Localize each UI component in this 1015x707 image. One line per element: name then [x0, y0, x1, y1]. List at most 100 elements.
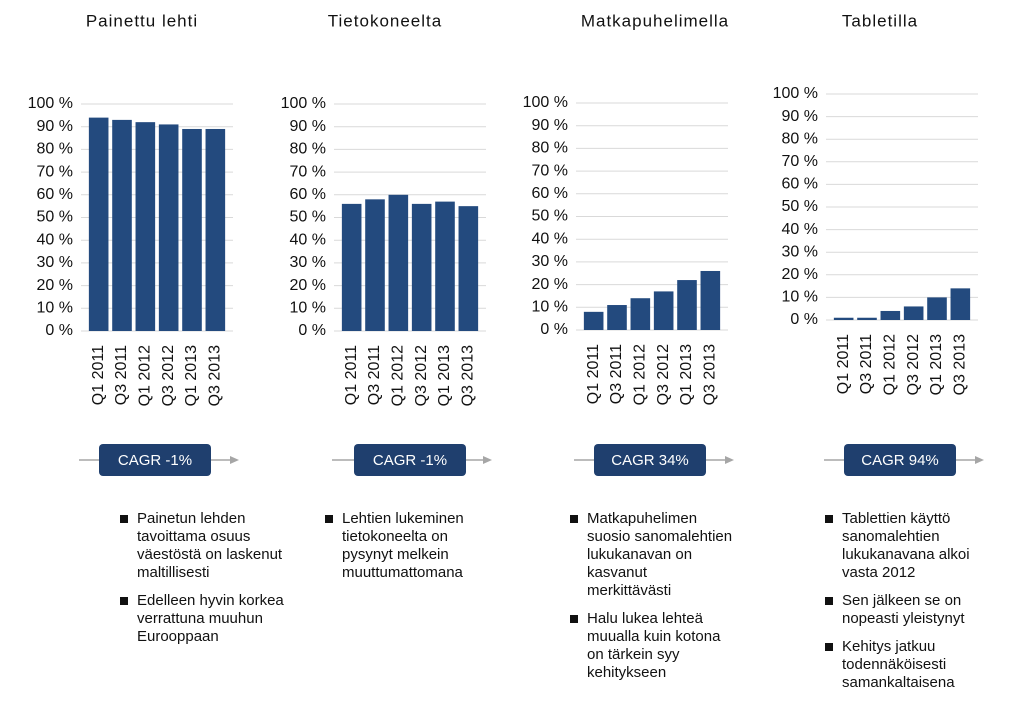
x-tick-label: Q1 2013 — [678, 344, 695, 405]
y-tick-label: 80 % — [782, 130, 818, 147]
bar — [950, 288, 971, 320]
y-tick-label: 40 % — [782, 221, 818, 238]
y-tick-label: 40 % — [37, 231, 73, 248]
x-tick-label: Q3 2013 — [460, 345, 477, 406]
y-tick-label: 90 % — [782, 108, 818, 125]
y-tick-label: 100 % — [523, 94, 568, 111]
y-tick-label: 100 % — [28, 95, 73, 112]
y-tick-label: 90 % — [290, 118, 326, 135]
arrow-head — [725, 456, 734, 464]
arrow-head — [483, 456, 492, 464]
notes: Matkapuhelimen suosio sanomalehtien luku… — [570, 510, 735, 692]
y-tick-label: 70 % — [290, 163, 326, 180]
y-tick-label: 30 % — [290, 254, 326, 271]
x-tick-label: Q1 2013 — [928, 334, 945, 395]
y-tick-label: 50 % — [532, 208, 568, 225]
y-tick-label: 70 % — [532, 162, 568, 179]
bar — [435, 201, 455, 331]
bar — [927, 297, 947, 320]
note: Sen jälkeen se on nopeasti yleistynyt — [825, 592, 990, 628]
x-tick-label: Q1 2011 — [90, 345, 107, 405]
bar — [388, 194, 409, 331]
bar — [341, 203, 362, 331]
y-tick-label: 30 % — [532, 253, 568, 270]
note: Painetun lehden tavoittama osuus väestös… — [120, 510, 285, 582]
bar — [88, 117, 109, 332]
y-tick-label: 70 % — [782, 153, 818, 170]
y-tick-label: 70 % — [37, 163, 73, 180]
x-tick-label: Q3 2011 — [608, 344, 625, 404]
note: Halu lukea lehteä muualla kuin kotona on… — [570, 610, 735, 682]
y-tick-label: 30 % — [782, 243, 818, 260]
bar — [903, 306, 924, 320]
y-tick-label: 50 % — [782, 198, 818, 215]
bar — [653, 291, 674, 330]
cagr-box — [594, 444, 706, 476]
cagr-label: CAGR 94% — [861, 452, 939, 469]
y-tick-label: 0 % — [790, 311, 818, 328]
y-tick-label: 80 % — [290, 141, 326, 158]
y-tick-label: 100 % — [281, 95, 326, 112]
chart-title: Painettu lehti — [86, 11, 198, 30]
y-tick-label: 50 % — [290, 209, 326, 226]
x-tick-label: Q3 2011 — [858, 334, 875, 394]
x-tick-label: Q1 2013 — [436, 345, 453, 406]
x-tick-label: Q1 2011 — [585, 344, 602, 404]
y-tick-label: 80 % — [532, 140, 568, 157]
cagr-label: CAGR -1% — [373, 452, 447, 469]
y-tick-label: 20 % — [290, 277, 326, 294]
x-tick-label: Q3 2011 — [113, 345, 130, 405]
y-tick-label: 20 % — [532, 276, 568, 293]
x-tick-label: Q3 2013 — [702, 344, 719, 405]
x-tick-label: Q1 2011 — [343, 345, 360, 405]
bar — [583, 311, 604, 330]
y-tick-label: 60 % — [782, 176, 818, 193]
y-tick-label: 90 % — [532, 117, 568, 134]
x-tick-label: Q3 2012 — [655, 344, 672, 405]
bar — [607, 305, 627, 330]
bar — [630, 298, 651, 330]
bar — [857, 317, 877, 320]
x-tick-label: Q3 2011 — [366, 345, 383, 405]
bar — [677, 280, 697, 330]
y-tick-label: 10 % — [782, 289, 818, 306]
cagr-label: CAGR -1% — [118, 452, 192, 469]
chart-title: Tabletilla — [842, 11, 918, 30]
y-tick-label: 60 % — [37, 186, 73, 203]
y-tick-label: 20 % — [37, 277, 73, 294]
y-tick-label: 0 % — [298, 322, 326, 339]
y-tick-label: 0 % — [45, 322, 73, 339]
y-tick-label: 60 % — [290, 186, 326, 203]
bar — [135, 122, 156, 331]
bar — [205, 128, 226, 331]
x-tick-label: Q3 2013 — [207, 345, 224, 406]
note: Lehtien lukeminen tietokoneelta on pysyn… — [325, 510, 490, 582]
note: Edelleen hyvin korkea verrattuna muuhun … — [120, 592, 285, 646]
x-tick-label: Q3 2012 — [160, 345, 177, 406]
y-tick-label: 0 % — [540, 321, 568, 338]
x-tick-label: Q3 2012 — [905, 334, 922, 395]
y-tick-label: 40 % — [532, 230, 568, 247]
y-tick-label: 60 % — [532, 185, 568, 202]
x-tick-label: Q1 2012 — [882, 334, 899, 395]
bar — [411, 203, 432, 331]
notes: Painetun lehden tavoittama osuus väestös… — [120, 510, 285, 656]
cagr-box — [844, 444, 956, 476]
x-tick-label: Q1 2011 — [835, 334, 852, 394]
chart-title: Tietokoneelta — [328, 11, 442, 30]
arrow-head — [975, 456, 984, 464]
x-tick-label: Q1 2012 — [632, 344, 649, 405]
y-tick-label: 50 % — [37, 209, 73, 226]
y-tick-label: 10 % — [290, 300, 326, 317]
bar — [833, 317, 854, 320]
bar — [158, 124, 179, 332]
y-tick-label: 90 % — [37, 118, 73, 135]
note: Tablettien käyttö sanomalehtien lukukana… — [825, 510, 990, 582]
bar — [458, 206, 479, 331]
y-tick-label: 80 % — [37, 141, 73, 158]
bar — [112, 119, 132, 331]
y-tick-label: 20 % — [782, 266, 818, 283]
y-tick-label: 100 % — [773, 85, 818, 102]
chart-title: Matkapuhelimella — [581, 11, 729, 30]
